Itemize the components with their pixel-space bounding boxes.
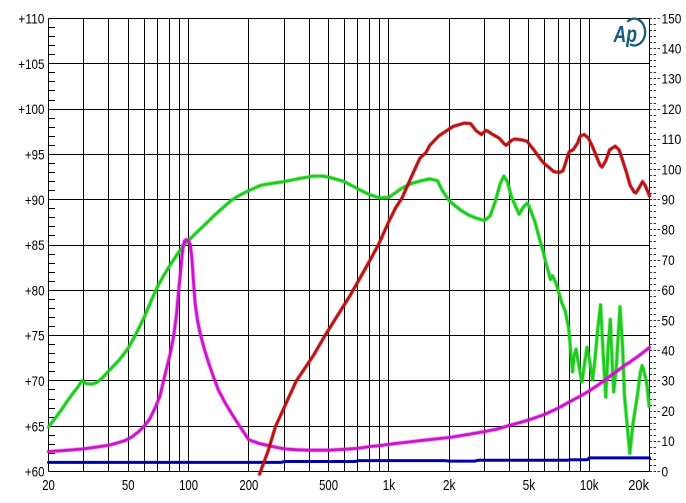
svg-text:Ap: Ap: [613, 21, 637, 47]
svg-text:60: 60: [662, 283, 675, 298]
svg-text:10: 10: [662, 434, 675, 449]
svg-text:50: 50: [662, 313, 675, 328]
svg-text:80: 80: [662, 223, 675, 238]
svg-text:+85: +85: [25, 237, 45, 253]
svg-text:120: 120: [662, 102, 682, 117]
svg-text:140: 140: [662, 42, 682, 57]
svg-text:100: 100: [662, 162, 682, 177]
svg-text:20: 20: [42, 477, 55, 494]
svg-text:20: 20: [662, 404, 675, 419]
svg-text:70: 70: [662, 253, 675, 268]
svg-text:150: 150: [662, 11, 682, 26]
svg-text:200: 200: [239, 477, 258, 494]
svg-text:40: 40: [662, 344, 675, 359]
svg-text:30: 30: [662, 374, 675, 389]
svg-text:+65: +65: [25, 418, 45, 434]
svg-text:+110: +110: [18, 11, 44, 27]
svg-text:0: 0: [662, 464, 669, 479]
svg-text:+70: +70: [25, 373, 45, 389]
svg-text:50: 50: [122, 477, 135, 494]
svg-text:110: 110: [662, 132, 682, 147]
svg-text:+100: +100: [18, 101, 44, 117]
svg-text:+90: +90: [25, 192, 45, 208]
svg-text:10k: 10k: [580, 477, 599, 494]
svg-text:+80: +80: [25, 282, 45, 298]
svg-text:+60: +60: [25, 464, 45, 480]
svg-text:130: 130: [662, 72, 682, 87]
svg-text:+105: +105: [18, 56, 44, 72]
svg-text:+95: +95: [25, 147, 45, 163]
svg-text:500: 500: [319, 477, 338, 494]
svg-text:+75: +75: [25, 328, 45, 344]
svg-text:90: 90: [662, 193, 675, 208]
svg-text:2k: 2k: [443, 477, 456, 494]
svg-text:5k: 5k: [523, 477, 536, 494]
svg-text:1k: 1k: [383, 477, 396, 494]
svg-text:20k: 20k: [628, 477, 649, 494]
svg-text:100: 100: [179, 477, 198, 494]
